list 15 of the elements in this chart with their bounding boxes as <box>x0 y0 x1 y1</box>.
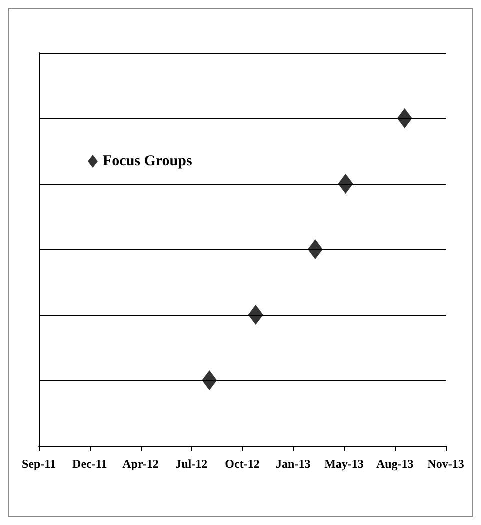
x-tick-label: Aug-13 <box>376 457 414 471</box>
point <box>248 305 264 325</box>
point <box>202 370 218 390</box>
point <box>338 174 354 194</box>
x-tick-label: May-13 <box>324 457 364 471</box>
legend-label: Focus Groups <box>103 154 192 170</box>
x-tick-label: Sep-11 <box>22 457 56 471</box>
x-tick-label: Dec-11 <box>72 457 108 471</box>
x-tick-label: Nov-13 <box>428 457 464 471</box>
point <box>397 108 412 128</box>
x-tick-label: Apr-12 <box>122 457 159 471</box>
x-tick-label: Oct-12 <box>225 457 260 471</box>
x-tick-label: Jan-13 <box>276 457 311 471</box>
x-tick-label: Jul-12 <box>176 457 208 471</box>
point <box>308 240 323 260</box>
